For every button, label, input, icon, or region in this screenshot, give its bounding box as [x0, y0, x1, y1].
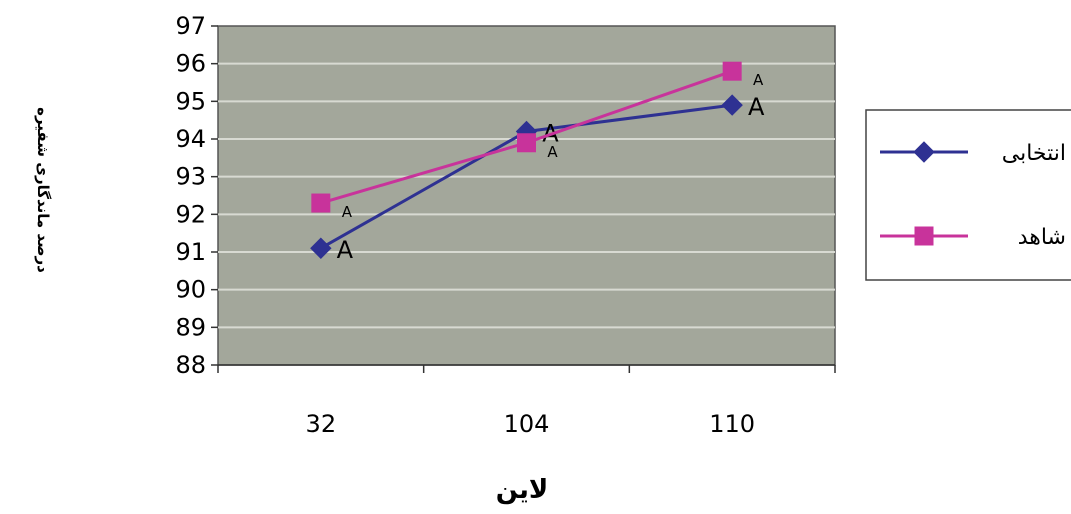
legend-box	[865, 109, 1071, 281]
data-label: A	[753, 71, 764, 89]
legend-label: شاهد	[1018, 225, 1066, 250]
x-axis-title: لاین	[496, 475, 549, 505]
data-label: A	[547, 143, 558, 161]
y-tick-label: 96	[175, 50, 206, 78]
axis-titles: لاین درصد ماندگاری شفیره	[34, 107, 548, 505]
y-tick-label: 89	[175, 313, 206, 341]
x-tick-label: 110	[709, 410, 755, 438]
x-tick-label: 32	[306, 410, 337, 438]
y-tick-label: 94	[175, 125, 206, 153]
x-tick-label: 104	[504, 410, 550, 438]
y-tick-label: 90	[175, 276, 206, 304]
legend-marker-diamond	[913, 141, 935, 163]
data-point-square	[517, 133, 536, 153]
data-point-diamond	[310, 237, 332, 259]
series-2: AAA	[311, 61, 764, 221]
y-tick-label: 92	[175, 200, 206, 228]
legend-label: انتخابی	[1002, 141, 1066, 166]
y-tick-label: 95	[175, 87, 206, 115]
y-axis-title: درصد ماندگاری شفیره	[34, 107, 52, 273]
series-1: AAA	[310, 93, 765, 264]
y-tick-label: 97	[175, 12, 206, 40]
data-point-square	[311, 193, 331, 213]
plot-background	[217, 25, 836, 366]
data-label: A	[342, 203, 353, 221]
data-point-diamond	[721, 94, 743, 116]
plot-area	[217, 25, 836, 366]
data-label: A	[337, 236, 354, 264]
legend-marker-square	[914, 226, 934, 246]
y-axis: 88 89 90 91 92 93 94 95 96 97	[175, 12, 218, 379]
data-point-square	[722, 61, 742, 81]
y-tick-label: 88	[175, 351, 206, 379]
x-axis: 32 104 110	[217, 364, 836, 438]
y-tick-label: 91	[175, 238, 206, 266]
data-label: A	[748, 93, 765, 121]
legend-item: انتخابی	[880, 141, 1066, 166]
y-tick-label: 93	[175, 163, 206, 191]
legend-item: شاهد	[880, 225, 1066, 250]
legend: انتخابی شاهد	[865, 109, 1071, 281]
